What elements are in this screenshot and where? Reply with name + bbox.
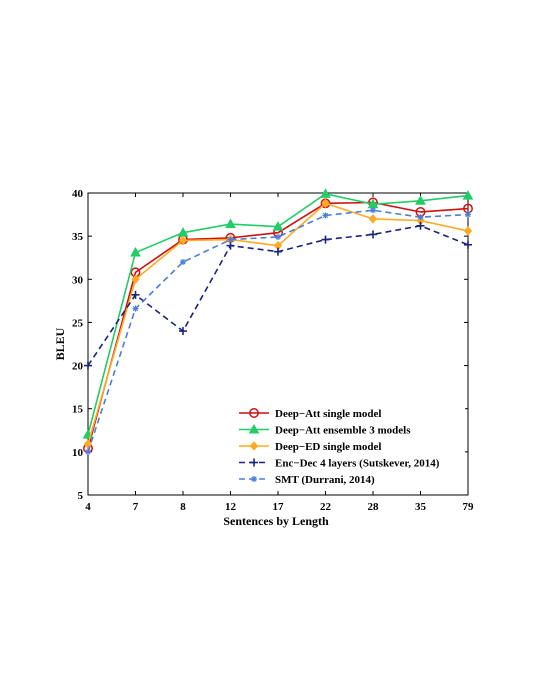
data-point	[250, 458, 258, 467]
data-point	[251, 476, 257, 482]
y-tick-label: 5	[78, 490, 84, 502]
data-point	[464, 240, 472, 249]
legend-item: Enc−Dec 4 layers (Sutskever, 2014)	[239, 458, 440, 470]
y-axis-title: BLEU	[53, 327, 67, 360]
legend-label: Deep−Att ensemble 3 models	[275, 425, 411, 437]
x-tick-label: 22	[320, 501, 332, 513]
legend: Deep−Att single model Deep−Att ensemble 3…	[235, 403, 465, 491]
data-point	[131, 274, 140, 285]
x-tick-label: 4	[85, 501, 91, 513]
data-point	[275, 234, 281, 241]
data-point	[321, 235, 330, 244]
x-tick-label: 28	[368, 501, 380, 513]
data-point	[178, 235, 188, 246]
y-tick-label: 20	[72, 361, 84, 373]
data-point	[274, 247, 282, 256]
data-point	[322, 212, 329, 219]
data-point	[227, 236, 234, 243]
data-point	[462, 190, 474, 200]
x-tick-label: 8	[180, 501, 186, 513]
data-point	[83, 439, 93, 449]
data-point	[249, 408, 259, 418]
x-axis-title: Sentences by Length	[223, 514, 329, 528]
series-5	[85, 207, 471, 455]
data-point	[179, 327, 187, 336]
data-point	[370, 207, 376, 214]
data-point	[320, 188, 331, 198]
legend-label: SMT (Durrani, 2014)	[275, 474, 375, 486]
legend-item: SMT (Durrani, 2014)	[239, 474, 375, 486]
legend-item: Deep−Att ensemble 3 models	[239, 423, 411, 437]
series-3	[83, 198, 473, 449]
y-tick-label: 30	[72, 274, 84, 286]
data-point	[417, 214, 424, 221]
x-tick-label: 12	[225, 501, 237, 513]
legend-label: Enc−Dec 4 layers (Sutskever, 2014)	[275, 458, 440, 470]
series-4	[84, 221, 472, 370]
legend-label: Deep−Att single model	[275, 408, 381, 420]
data-point	[84, 361, 92, 370]
data-point	[416, 221, 425, 230]
data-point	[465, 211, 471, 218]
y-tick-label: 35	[72, 231, 84, 243]
data-point	[226, 241, 235, 250]
legend-label: Deep−ED single model	[275, 441, 382, 453]
data-point	[248, 423, 260, 434]
series-2	[82, 188, 474, 439]
data-point	[321, 198, 330, 209]
data-point	[131, 290, 140, 299]
series-layer	[82, 188, 474, 455]
data-point	[369, 230, 377, 239]
data-point	[463, 226, 473, 236]
data-point	[368, 214, 378, 224]
data-point	[180, 259, 186, 266]
data-point	[272, 221, 284, 231]
data-point	[132, 305, 139, 312]
data-point	[85, 448, 91, 455]
x-tick-label: 79	[463, 501, 475, 513]
x-axis: 4 7 8 12 17 22 28 35 79	[85, 193, 474, 513]
series-line	[87, 209, 469, 453]
x-tick-label: 17	[273, 501, 285, 513]
data-point	[415, 195, 426, 205]
series-line	[87, 201, 469, 449]
legend-item: Deep−Att single model	[239, 408, 381, 420]
data-point	[249, 441, 259, 451]
legend-item: Deep−ED single model	[239, 441, 382, 453]
y-tick-label: 25	[72, 317, 84, 329]
y-tick-label: 10	[72, 447, 84, 459]
legend-box	[235, 403, 465, 491]
x-tick-label: 7	[133, 501, 139, 513]
data-point	[130, 247, 141, 257]
x-tick-label: 35	[415, 501, 427, 513]
data-point	[225, 218, 236, 229]
y-tick-label: 15	[72, 404, 84, 416]
y-axis: 5 10 15 20 25 30 35 40	[72, 188, 468, 502]
y-tick-label: 40	[72, 188, 84, 200]
